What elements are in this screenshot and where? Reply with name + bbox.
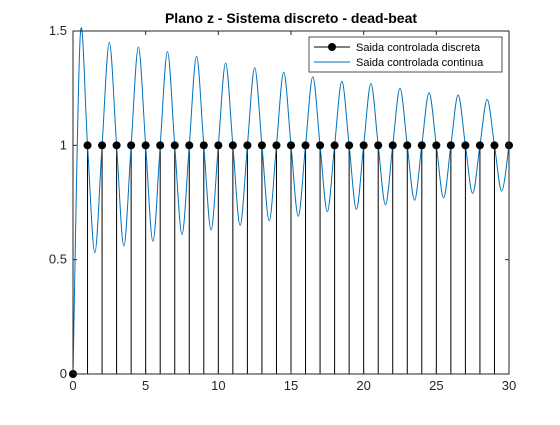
stem-marker (156, 141, 165, 150)
stem-marker (141, 141, 150, 150)
stem-marker (301, 141, 310, 150)
stem-marker (185, 141, 194, 150)
y-tick-label: 0.5 (49, 252, 67, 267)
y-tick-label: 1.5 (49, 23, 67, 38)
stem-markers-layer (69, 141, 513, 378)
ticks-layer: 0 5 10 15 20 25 30 0 0.5 1 1.5 (49, 23, 516, 393)
stem-marker (359, 141, 368, 150)
y-tick-label: 1 (60, 137, 67, 152)
stem-marker (461, 141, 470, 150)
x-tick-label: 0 (69, 378, 76, 393)
stem-marker (446, 141, 455, 150)
stem-marker (316, 141, 325, 150)
stem-marker (330, 141, 339, 150)
stem-marker (199, 141, 208, 150)
legend: Saida controlada discreta Saida controla… (308, 36, 503, 73)
stem-marker (417, 141, 426, 150)
stem-marker (272, 141, 281, 150)
legend-marker-discrete (328, 43, 336, 51)
legend-label-discrete: Saida controlada discreta (356, 42, 481, 54)
x-tick-label: 15 (284, 378, 298, 393)
stem-series-layer (87, 145, 510, 374)
x-tick-label: 10 (211, 378, 225, 393)
x-tick-label: 25 (429, 378, 443, 393)
stem-marker (127, 141, 136, 150)
legend-box (308, 36, 503, 73)
stem-marker (170, 141, 179, 150)
stem-marker (257, 141, 266, 150)
chart-title: Plano z - Sistema discreto - dead-beat (165, 10, 417, 26)
stem-marker (98, 141, 107, 150)
stem-marker (490, 141, 499, 150)
stem-marker (214, 141, 223, 150)
x-tick-label: 5 (142, 378, 149, 393)
stem-marker (112, 141, 121, 150)
stem-marker (475, 141, 484, 150)
stem-marker (287, 141, 295, 150)
stem-marker (228, 141, 237, 150)
stem-marker (388, 141, 397, 150)
stem-marker (432, 141, 441, 150)
legend-label-continuous: Saida controlada continua (356, 57, 484, 69)
x-tick-label: 30 (502, 378, 516, 393)
stem-marker (374, 141, 383, 150)
stem-marker (403, 141, 412, 150)
stem-marker (83, 141, 92, 150)
stem-marker (243, 141, 252, 150)
x-tick-label: 20 (356, 378, 370, 393)
y-tick-label: 0 (60, 366, 67, 381)
stem-marker (345, 141, 354, 150)
